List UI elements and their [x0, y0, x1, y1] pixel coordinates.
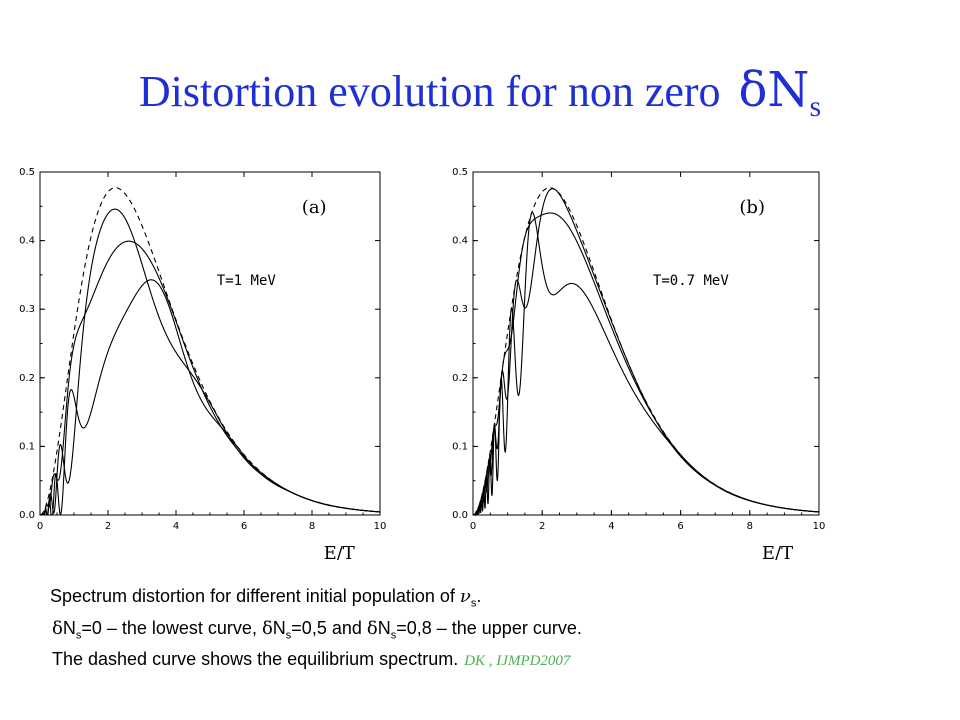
distortion-curve-2: [473, 188, 820, 516]
y-tick-label: 0.4: [452, 236, 468, 247]
x-tick-label: 4: [173, 521, 179, 532]
caption-text-1: Spectrum distortion for different initia…: [50, 586, 460, 606]
distortion-curve-1: [40, 240, 381, 516]
y-tick-label: 0.3: [19, 304, 35, 315]
distortion-curve-3: [473, 211, 820, 517]
n-subscript-3: s: [390, 629, 397, 642]
title-text: Distortion evolution for non zero: [138, 67, 721, 116]
x-axis-label: E/T: [324, 543, 355, 560]
nu-subscript: s: [470, 597, 477, 610]
figure-caption: Spectrum distortion for different initia…: [50, 584, 910, 673]
caption-line-1: Spectrum distortion for different initia…: [50, 584, 910, 616]
x-tick-label: 0: [37, 521, 43, 532]
plot-frame: [472, 171, 820, 516]
caption-text-2c: =0,8 – the upper curve.: [396, 617, 582, 638]
caption-period: .: [476, 586, 482, 606]
y-tick-label: 0.5: [19, 167, 35, 178]
temperature-annotation: T=1 MeV: [217, 273, 277, 289]
panel-label: (b): [739, 197, 765, 218]
caption-line-3: The dashed curve shows the equilibrium s…: [50, 647, 910, 673]
plot-frame: [39, 171, 381, 516]
n-subscript-1: s: [75, 629, 82, 642]
title-symbol: δN: [738, 62, 810, 118]
caption-line-2: δNs=0 – the lowest curve, δNs=0,5 and δN…: [50, 616, 910, 648]
x-tick-label: 2: [105, 521, 111, 532]
caption-text-3: The dashed curve shows the equilibrium s…: [52, 649, 459, 670]
n-symbol-2: N: [272, 617, 286, 638]
n-symbol-3: N: [377, 617, 391, 638]
caption-text-2b: =0,5 and: [291, 617, 367, 638]
x-tick-label: 8: [309, 521, 315, 532]
n-symbol-1: N: [62, 617, 76, 638]
y-tick-label: 0.5: [452, 167, 468, 178]
page-title: Distortion evolution for non zero δNs: [0, 62, 960, 124]
distortion-curve-1: [473, 212, 820, 516]
y-tick-label: 0.1: [452, 441, 468, 452]
title-subscript: s: [809, 90, 822, 123]
x-tick-label: 6: [677, 521, 683, 532]
caption-text-2a: =0 – the lowest curve,: [81, 617, 262, 638]
x-tick-label: 10: [374, 521, 387, 532]
y-tick-label: 0.4: [19, 236, 35, 247]
n-subscript-2: s: [285, 629, 292, 642]
chart-panel-a: 0 2 4 6 8 10 0.0 0.1 0.2 0.3 0.4 0.5 (a) T=1 MeV E/T: [19, 167, 387, 560]
y-tick-label: 0.2: [452, 373, 468, 384]
x-tick-label: 0: [470, 521, 476, 532]
y-tick-label: 0.3: [452, 304, 468, 315]
delta-symbol-1: δ: [52, 617, 63, 639]
y-tick-label: 0.2: [19, 373, 35, 384]
x-tick-label: 2: [539, 521, 545, 532]
x-tick-label: 4: [608, 521, 614, 532]
citation: DK , IJMPD2007: [464, 653, 571, 670]
distortion-curve-2: [40, 208, 381, 516]
y-tick-label: 0.1: [19, 441, 35, 452]
y-tick-label: 0.0: [452, 510, 468, 521]
distortion-curve-3: [40, 279, 381, 516]
x-tick-label: 6: [241, 521, 247, 532]
x-tick-label: 8: [747, 521, 753, 532]
chart-panel-b: 0 2 4 6 8 10 0.0 0.1 0.2 0.3 0.4 0.5 (b) T=0.7 MeV E/T: [452, 167, 826, 560]
x-axis-label: E/T: [762, 543, 793, 560]
panel-label: (a): [302, 197, 327, 218]
nu-symbol: ν: [459, 586, 471, 607]
equilibrium-curve: [40, 187, 381, 516]
delta-symbol-3: δ: [366, 617, 378, 639]
y-tick-label: 0.0: [19, 510, 35, 521]
x-tick-label: 10: [813, 521, 826, 532]
delta-symbol-2: δ: [261, 617, 273, 639]
temperature-annotation: T=0.7 MeV: [653, 273, 729, 289]
